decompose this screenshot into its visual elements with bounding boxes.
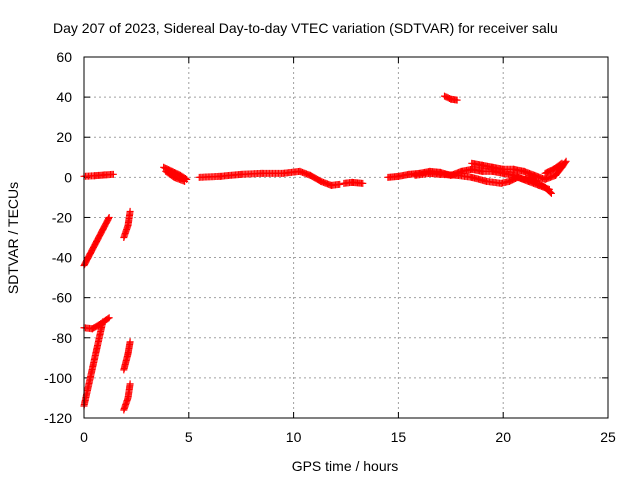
data-point (105, 314, 113, 322)
data-point (547, 189, 555, 197)
axis-ticks (83, 56, 609, 419)
chart-title: Day 207 of 2023, Sidereal Day-to-day VTE… (53, 20, 558, 36)
data-point (561, 158, 569, 166)
data-point (105, 213, 113, 221)
data-point (546, 188, 554, 196)
data-point (126, 207, 134, 215)
plot-frame (83, 56, 609, 419)
y-tick-label: 60 (56, 49, 72, 65)
x-tick-label: 25 (600, 429, 616, 445)
grid-lines (84, 57, 608, 418)
y-tick-label: 40 (56, 89, 72, 105)
y-tick-label: -40 (52, 250, 72, 266)
y-tick-label: -60 (52, 290, 72, 306)
x-tick-label: 15 (391, 429, 407, 445)
y-tick-label: -20 (52, 209, 72, 225)
y-tick-label: -100 (44, 370, 72, 386)
data-point (336, 180, 344, 188)
x-tick-label: 20 (495, 429, 511, 445)
data-point (557, 160, 565, 168)
data-point (109, 170, 117, 178)
x-tick-label: 0 (80, 429, 88, 445)
data-point (562, 157, 570, 165)
tick-labels: 0 5 10 15 20 25 -120 -100 -80 -60 -40 -20 0 20 40 60 (44, 49, 616, 445)
data-points (80, 92, 570, 414)
data-point (104, 315, 112, 323)
x-axis-title: GPS time / hours (292, 458, 399, 474)
data-point (359, 179, 367, 187)
y-tick-label: 20 (56, 129, 72, 145)
y-tick-label: -80 (52, 330, 72, 346)
y-axis-title: SDTVAR / TECUs (5, 182, 21, 294)
data-point (105, 215, 113, 223)
data-point (558, 159, 566, 167)
x-tick-label: 10 (286, 429, 302, 445)
data-point (126, 338, 134, 346)
x-tick-label: 5 (185, 429, 193, 445)
data-point (453, 96, 461, 104)
data-point (126, 380, 134, 388)
data-point (181, 177, 189, 185)
y-tick-label: -120 (44, 410, 72, 426)
data-point (99, 318, 107, 326)
y-tick-label: 0 (64, 169, 72, 185)
